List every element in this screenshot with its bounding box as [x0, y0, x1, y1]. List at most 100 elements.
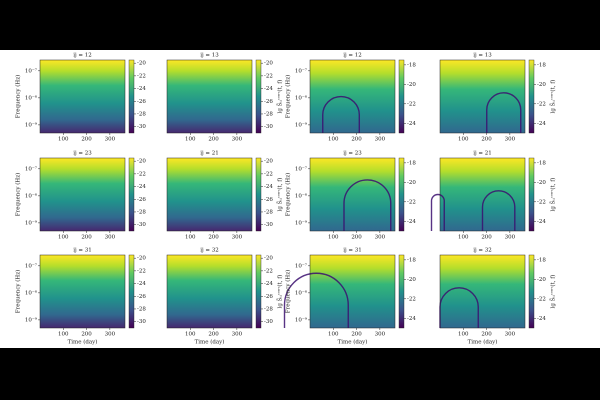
x-axis-label: Time (day): [338, 339, 368, 346]
panel-title: ij = 32: [200, 248, 219, 254]
heatmap: [40, 60, 125, 133]
heatmap: [440, 60, 525, 133]
y-tick-label: 10⁻⁷: [295, 165, 308, 172]
colorbar-tick-label: -18: [537, 160, 546, 166]
colorbar: [255, 254, 262, 329]
colorbar-tick-label: -26: [264, 294, 273, 300]
colorbar-tick-label: -24: [537, 121, 546, 127]
x-tick-label: 100: [185, 332, 196, 338]
colorbar-tick-label: -20: [407, 82, 416, 88]
colorbar-tick-label: -28: [264, 306, 273, 312]
y-tick-label: 10⁻⁹: [25, 219, 38, 226]
y-tick-label: 10⁻⁸: [25, 192, 38, 199]
x-tick-label: 200: [208, 332, 219, 338]
x-tick-label: 200: [81, 137, 92, 143]
colorbar-label: lg S̃ᵢⱼᶜᵒⁿᵛ(t, f): [549, 80, 556, 114]
colorbar-label: lg S̃ᵢⱼᶜᵒⁿᵛ(t, f): [549, 275, 556, 309]
x-tick-label: 200: [81, 332, 92, 338]
colorbar-tick-label: -28: [264, 111, 273, 117]
x-tick-label: 300: [105, 137, 116, 143]
x-tick-label: 200: [208, 137, 219, 143]
colorbar: [255, 59, 262, 134]
colorbar-tick-label: -24: [264, 86, 273, 92]
panel: ij = 32 100 200 300 Time (day) -18 -20 -22 -24 lg…: [439, 248, 557, 346]
colorbar-tick-label: -24: [137, 184, 146, 190]
heatmap-feature: [439, 287, 479, 328]
y-axis-label: Frequency (Hz): [285, 173, 292, 216]
colorbar: [255, 157, 262, 232]
y-tick-label: 10⁻⁷: [295, 262, 308, 269]
heatmap: [167, 60, 252, 133]
heatmap-feature: [343, 179, 392, 231]
colorbar-tick-label: -18: [407, 62, 416, 68]
x-axis-label: Time (day): [468, 339, 498, 346]
heatmap: [40, 158, 125, 231]
colorbar-tick-label: -24: [264, 281, 273, 287]
panel-title: ij = 13: [200, 53, 219, 59]
heatmap: [310, 158, 395, 231]
x-tick-label: 100: [458, 137, 469, 143]
colorbar-tick-label: -22: [264, 73, 273, 79]
colorbar-tick-label: -28: [264, 209, 273, 215]
y-tick-label: 10⁻⁹: [295, 121, 308, 128]
colorbar-tick-label: -22: [407, 101, 416, 107]
colorbar-tick-label: -26: [137, 197, 146, 203]
plot-frame: [439, 157, 526, 232]
x-tick-label: 200: [351, 332, 362, 338]
colorbar-tick-label: -20: [537, 82, 546, 88]
plot-frame: [166, 59, 253, 134]
panel-title: ij = 23: [73, 151, 92, 157]
heatmap: [310, 60, 395, 133]
colorbar-tick-label: -28: [137, 306, 146, 312]
colorbar-tick-label: -18: [407, 257, 416, 263]
colorbar: [128, 254, 135, 329]
colorbar-tick-label: -22: [537, 101, 546, 107]
x-tick-label: 300: [232, 137, 243, 143]
x-tick-label: 200: [81, 235, 92, 241]
x-axis-label: Time (day): [195, 339, 225, 346]
y-tick-label: 10⁻⁷: [25, 67, 38, 74]
y-tick-label: 10⁻⁷: [25, 262, 38, 269]
colorbar-tick-label: -22: [407, 199, 416, 205]
x-tick-label: 100: [458, 235, 469, 241]
x-tick-label: 100: [328, 137, 339, 143]
y-axis-label: Frequency (Hz): [285, 75, 292, 118]
colorbar-tick-label: -26: [264, 99, 273, 105]
y-tick-label: 10⁻⁷: [295, 67, 308, 74]
heatmap-feature: [486, 92, 522, 133]
x-tick-label: 200: [481, 235, 492, 241]
colorbar-tick-label: -30: [137, 124, 146, 130]
colorbar-tick-label: -20: [264, 61, 273, 67]
colorbar: [128, 157, 135, 232]
colorbar-tick-label: -28: [137, 111, 146, 117]
colorbar-tick-label: -22: [137, 268, 146, 274]
x-tick-label: 300: [232, 332, 243, 338]
x-tick-label: 100: [458, 332, 469, 338]
x-tick-label: 300: [505, 137, 516, 143]
panel-title: ij = 12: [73, 53, 92, 59]
colorbar-tick-label: -24: [537, 316, 546, 322]
panel: ij = 32 100 200 300 Time (day) -20 -22 -24 -26 -2…: [166, 248, 284, 346]
y-tick-label: 10⁻⁹: [25, 316, 38, 323]
x-tick-label: 200: [351, 137, 362, 143]
colorbar-tick-label: -30: [137, 222, 146, 228]
panel-title: ij = 23: [343, 151, 362, 157]
colorbar: [398, 157, 405, 232]
panel-title: ij = 31: [73, 248, 92, 254]
colorbar-tick-label: -22: [264, 171, 273, 177]
colorbar-tick-label: -24: [264, 184, 273, 190]
x-tick-label: 200: [481, 332, 492, 338]
colorbar-tick-label: -30: [264, 222, 273, 228]
plot-frame: [39, 59, 126, 134]
colorbar-tick-label: -20: [137, 256, 146, 262]
panel-title: ij = 21: [473, 151, 492, 157]
x-tick-label: 100: [328, 235, 339, 241]
heatmap: [167, 255, 252, 328]
colorbar-tick-label: -20: [137, 61, 146, 67]
x-tick-label: 100: [328, 332, 339, 338]
colorbar-tick-label: -24: [137, 281, 146, 287]
